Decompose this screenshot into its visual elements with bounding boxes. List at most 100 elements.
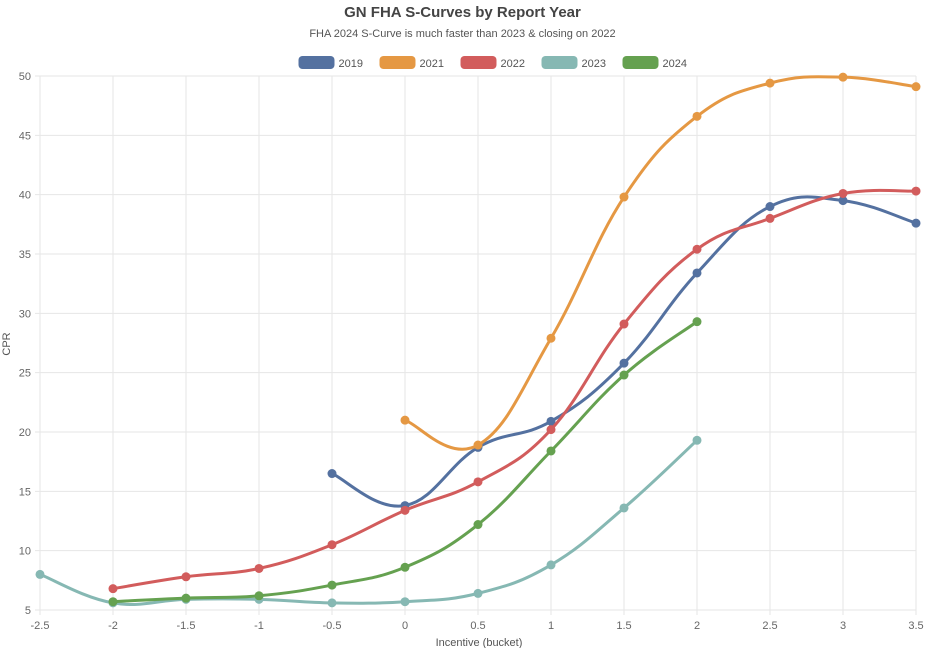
data-point[interactable] [692, 435, 702, 445]
data-point[interactable] [327, 469, 337, 479]
series-line-2024 [111, 320, 699, 604]
data-point[interactable] [473, 520, 483, 530]
legend: 2019 2021 2022 2023 2024 [298, 56, 687, 70]
data-point[interactable] [473, 440, 483, 450]
data-point[interactable] [108, 584, 118, 594]
data-point[interactable] [327, 580, 337, 590]
series-2019 [327, 195, 921, 511]
legend-item-2024[interactable]: 2024 [622, 56, 687, 70]
y-tick-label: 30 [19, 308, 31, 320]
series-2021 [400, 72, 921, 451]
x-tick-label: 1.5 [616, 620, 631, 632]
data-point[interactable] [619, 370, 629, 380]
data-point[interactable] [254, 594, 264, 604]
data-point[interactable] [838, 72, 848, 82]
data-point[interactable] [400, 597, 410, 607]
y-tick-label: 10 [19, 546, 31, 558]
legend-swatch [622, 56, 659, 69]
legend-swatch [541, 56, 578, 69]
data-point[interactable] [181, 593, 191, 603]
legend-swatch [379, 56, 416, 69]
grid-layer [35, 75, 917, 615]
data-point[interactable] [400, 562, 410, 572]
series-2024 [108, 317, 702, 607]
data-point[interactable] [327, 540, 337, 550]
x-tick-label: -2.5 [31, 620, 50, 632]
legend-item-2022[interactable]: 2022 [460, 56, 525, 70]
legend-item-2021[interactable]: 2021 [379, 56, 444, 70]
data-point[interactable] [619, 192, 629, 202]
y-tick-label: 20 [19, 427, 31, 439]
x-tick-label: -0.5 [323, 620, 342, 632]
x-tick-label: -1 [254, 620, 264, 632]
data-point[interactable] [400, 415, 410, 425]
x-tick-label: 0 [402, 620, 408, 632]
data-point[interactable] [692, 317, 702, 327]
x-tick-label: -2 [108, 620, 118, 632]
series-line-2022 [111, 188, 918, 591]
data-point[interactable] [911, 218, 921, 228]
legend-item-2019[interactable]: 2019 [298, 56, 363, 70]
y-tick-label: 5 [25, 605, 31, 617]
data-point[interactable] [619, 358, 629, 368]
data-point[interactable] [181, 572, 191, 582]
legend-label: 2024 [663, 58, 687, 70]
data-point[interactable] [35, 569, 45, 579]
y-axis-label: CPR [1, 332, 13, 355]
data-point[interactable] [400, 501, 410, 511]
data-point[interactable] [619, 503, 629, 513]
chart-subtitle: FHA 2024 S-Curve is much faster than 202… [309, 28, 616, 40]
series-line-2021 [403, 75, 918, 451]
data-point[interactable] [546, 425, 556, 435]
data-point[interactable] [765, 213, 775, 223]
data-point[interactable] [473, 588, 483, 598]
data-point[interactable] [692, 111, 702, 121]
y-tick-label: 35 [19, 249, 31, 261]
data-point[interactable] [765, 78, 775, 88]
series-2022 [108, 186, 921, 594]
x-tick-label: 3.5 [908, 620, 923, 632]
data-point[interactable] [473, 477, 483, 487]
chart-title: GN FHA S-Curves by Report Year [344, 4, 581, 21]
series-line-2023 [38, 438, 699, 607]
data-point[interactable] [254, 591, 264, 601]
axis-layer: -2.5 -2 -1.5 -1 -0.5 0 0.5 1 1.5 2 2.5 3 3.5 5 10 15 20 2… [19, 71, 924, 632]
data-point[interactable] [254, 563, 264, 573]
data-point[interactable] [546, 333, 556, 343]
data-point[interactable] [838, 188, 848, 198]
legend-label: 2023 [582, 58, 606, 70]
data-point[interactable] [838, 196, 848, 206]
data-point[interactable] [400, 505, 410, 515]
legend-swatch [298, 56, 335, 69]
y-tick-label: 50 [19, 71, 31, 83]
data-point[interactable] [911, 82, 921, 92]
data-point[interactable] [546, 416, 556, 426]
x-tick-label: 1 [548, 620, 554, 632]
data-point[interactable] [911, 186, 921, 196]
data-point[interactable] [327, 598, 337, 608]
data-point[interactable] [619, 319, 629, 329]
data-point[interactable] [546, 446, 556, 456]
y-tick-label: 15 [19, 486, 31, 498]
x-tick-label: -1.5 [177, 620, 196, 632]
x-tick-label: 2 [694, 620, 700, 632]
data-point[interactable] [765, 202, 775, 212]
data-point[interactable] [108, 597, 118, 607]
data-point[interactable] [692, 268, 702, 278]
legend-item-2023[interactable]: 2023 [541, 56, 606, 70]
x-tick-label: 2.5 [762, 620, 777, 632]
x-tick-label: 3 [840, 620, 846, 632]
x-axis-label: Incentive (bucket) [436, 637, 523, 648]
data-point[interactable] [473, 442, 483, 452]
data-point[interactable] [692, 244, 702, 254]
x-tick-label: 0.5 [470, 620, 485, 632]
data-point[interactable] [546, 560, 556, 570]
legend-label: 2021 [420, 58, 444, 70]
legend-label: 2019 [339, 58, 363, 70]
data-point[interactable] [181, 594, 191, 604]
legend-swatch [460, 56, 497, 69]
data-point[interactable] [108, 598, 118, 608]
y-tick-label: 40 [19, 190, 31, 202]
